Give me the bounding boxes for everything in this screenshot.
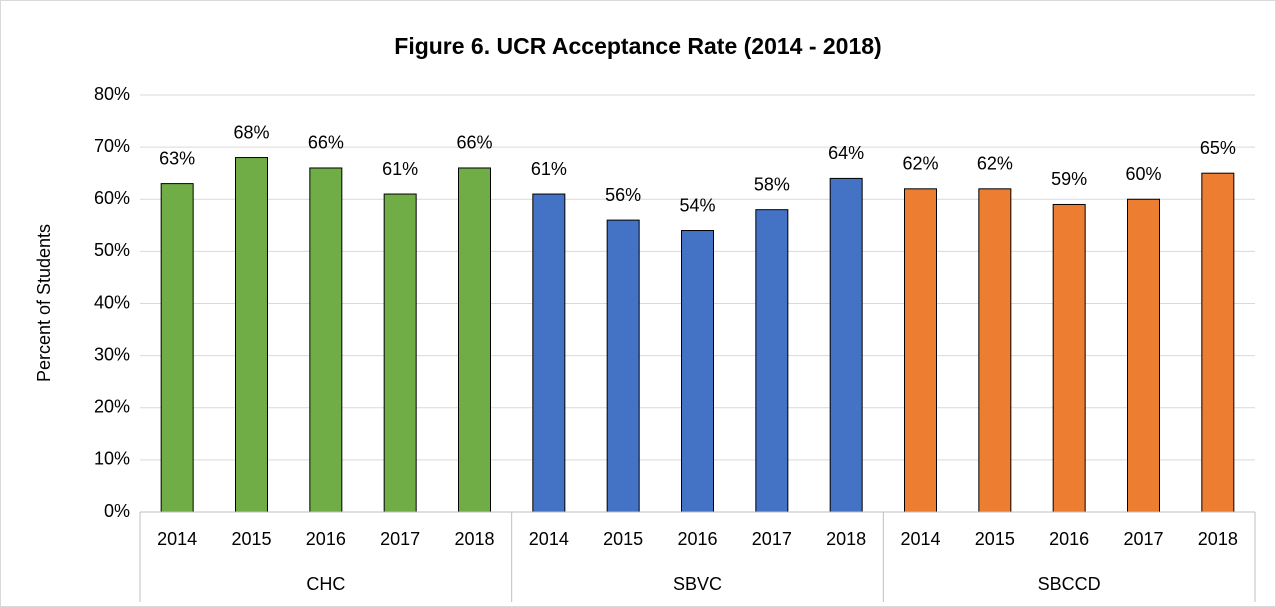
data-label: 60% (1125, 164, 1161, 184)
x-tick-label: 2015 (603, 529, 643, 549)
data-label: 63% (159, 148, 195, 168)
x-tick-label: 2014 (529, 529, 569, 549)
data-label: 66% (456, 133, 492, 153)
x-tick-label: 2015 (231, 529, 271, 549)
x-tick-label: 2016 (1049, 529, 1089, 549)
x-tick-label: 2014 (157, 529, 197, 549)
x-tick-label: 2017 (1123, 529, 1163, 549)
bar (532, 193, 566, 513)
x-tick-label: 2016 (306, 529, 346, 549)
data-label: 68% (233, 122, 269, 142)
bar (904, 188, 937, 513)
group-label: SBCCD (1038, 574, 1101, 594)
bar (1201, 172, 1235, 513)
chart-title: Figure 6. UCR Acceptance Rate (2014 - 20… (394, 33, 881, 59)
data-label: 61% (382, 159, 418, 179)
data-label: 62% (977, 154, 1013, 174)
y-tick-label: 10% (94, 449, 130, 469)
y-tick-label: 50% (94, 240, 130, 260)
data-label: 66% (308, 133, 344, 153)
data-label: 65% (1200, 138, 1236, 158)
bar (1127, 198, 1160, 513)
bar (383, 193, 417, 513)
data-label: 64% (828, 143, 864, 163)
bar (755, 209, 789, 513)
bar (235, 157, 268, 513)
x-tick-label: 2017 (752, 529, 792, 549)
y-tick-label: 40% (94, 292, 130, 312)
y-tick-label: 80% (94, 84, 130, 104)
bar (829, 177, 863, 513)
y-tick-label: 0% (104, 501, 130, 521)
x-tick-label: 2014 (900, 529, 940, 549)
bar (1052, 203, 1086, 513)
bar (606, 219, 640, 513)
group-label: CHC (306, 574, 345, 594)
bar (160, 183, 194, 513)
data-label: 56% (605, 185, 641, 205)
x-tick-label: 2015 (975, 529, 1015, 549)
x-tick-label: 2017 (380, 529, 420, 549)
bar (309, 167, 343, 513)
y-tick-label: 60% (94, 188, 130, 208)
x-tick-label: 2016 (677, 529, 717, 549)
data-label: 61% (531, 159, 567, 179)
group-label: SBVC (673, 574, 722, 594)
x-tick-label: 2018 (454, 529, 494, 549)
data-label: 54% (679, 195, 715, 215)
x-tick-label: 2018 (1198, 529, 1238, 549)
y-axis-label: Percent of Students (34, 224, 54, 382)
x-tick-label: 2018 (826, 529, 866, 549)
bar (458, 167, 491, 513)
data-label: 59% (1051, 169, 1087, 189)
y-tick-label: 20% (94, 397, 130, 417)
y-tick-label: 70% (94, 136, 130, 156)
y-tick-label: 30% (94, 344, 130, 364)
bar (681, 230, 714, 513)
data-label: 58% (754, 174, 790, 194)
bar (978, 188, 1012, 513)
data-label: 62% (902, 154, 938, 174)
